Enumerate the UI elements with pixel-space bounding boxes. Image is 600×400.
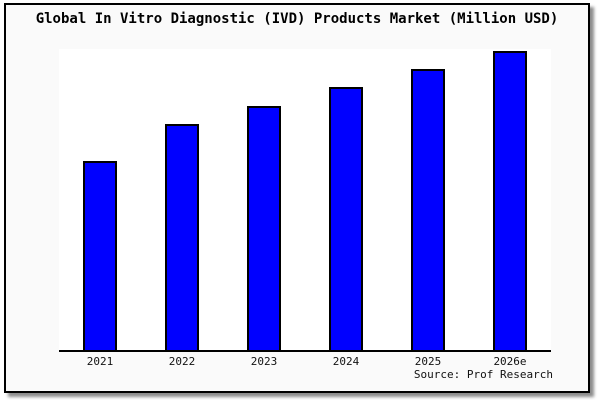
source-credit: Source: Prof Research	[413, 368, 553, 381]
x-tick-label-2025: 2025	[414, 355, 442, 368]
bar-band-2026e	[469, 49, 551, 350]
bar-2025	[411, 69, 445, 350]
bar-2024	[329, 87, 363, 350]
chart-title: Global In Vitro Diagnostic (IVD) Product…	[35, 11, 559, 27]
plot-area	[59, 49, 551, 350]
x-tick-label-2021: 2021	[86, 355, 114, 368]
x-tick-label-2023: 2023	[250, 355, 278, 368]
bar-band-2021	[59, 49, 141, 350]
bar-2023	[247, 105, 281, 350]
x-tick-label-2026e: 2026e	[493, 355, 527, 368]
x-tick-label-2024: 2024	[332, 355, 360, 368]
bar-band-2023	[223, 49, 305, 350]
bar-band-2025	[387, 49, 469, 350]
chart-card: Global In Vitro Diagnostic (IVD) Product…	[4, 3, 590, 393]
x-axis-line	[59, 350, 551, 352]
x-axis-labels: 2021 2022 2023 2024 2025 2026e	[59, 355, 551, 368]
bar-band-2024	[305, 49, 387, 350]
bar-2026e	[493, 50, 527, 350]
x-tick-label-2022: 2022	[168, 355, 196, 368]
bar-band-2022	[141, 49, 223, 350]
bar-2021	[83, 160, 117, 350]
bar-2022	[165, 124, 199, 350]
